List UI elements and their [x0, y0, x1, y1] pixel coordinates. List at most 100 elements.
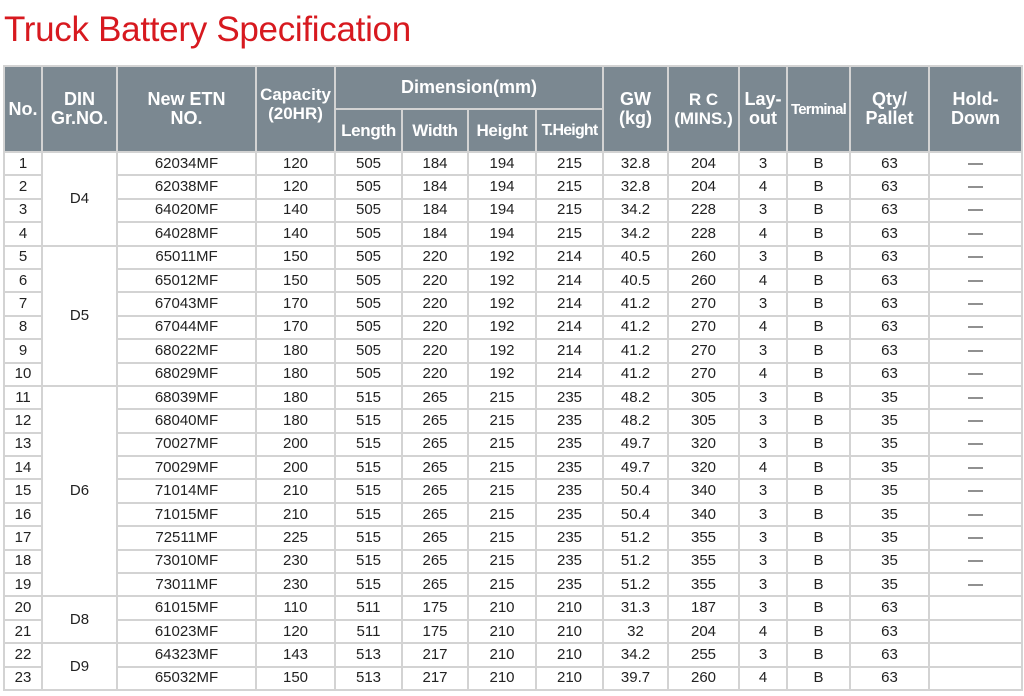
cell-capacity: 210	[255, 501, 336, 528]
cell-gw: 40.5	[602, 267, 670, 294]
cell-layout: 3	[738, 431, 789, 458]
header-etn: New ETN NO.	[116, 65, 257, 153]
cell-rc: 260	[667, 244, 741, 270]
cell-terminal: B	[786, 221, 852, 247]
cell-etn: 68039MF	[116, 384, 257, 411]
cell-layout: 3	[738, 244, 789, 270]
cell-rc: 204	[667, 618, 741, 645]
cell-terminal: B	[786, 665, 852, 692]
cell-holddown: —	[928, 384, 1024, 411]
cell-rc: 270	[667, 361, 741, 387]
cell-qty: 63	[849, 595, 931, 621]
cell-holddown: —	[928, 408, 1024, 434]
table-row: 4 64028MF 140 505 184 194 215 34.2 228 4 B 63—	[3, 221, 1024, 247]
cell-no: 2	[3, 174, 43, 200]
cell-length: 505	[334, 197, 403, 224]
cell-etn: 65012MF	[116, 267, 257, 294]
table-row: 14 70029MF 200 515 265 215 235 49.7 320 4 B 35—	[3, 455, 1024, 481]
cell-width: 184	[401, 150, 469, 177]
table-row: 11 D6 68039MF 180 515 265 215 235 48.2 305 3 B 35—	[3, 384, 1024, 598]
cell-gw: 32.8	[602, 150, 670, 177]
cell-no: 11	[3, 384, 43, 411]
cell-layout: 4	[738, 455, 789, 481]
header-layout-line1: Lay-	[744, 89, 782, 109]
cell-layout: 3	[738, 642, 789, 668]
cell-terminal: B	[786, 197, 852, 224]
cell-holddown: —	[928, 525, 1024, 551]
cell-width: 220	[401, 267, 469, 294]
table-row: 16 71015MF 210 515 265 215 235 50.4 340 3 B 35—	[3, 501, 1024, 528]
cell-terminal: B	[786, 384, 852, 411]
cell-etn: 68029MF	[116, 361, 257, 387]
cell-rc: 260	[667, 665, 741, 692]
cell-capacity: 225	[255, 525, 336, 551]
cell-qty: 35	[849, 455, 931, 481]
cell-capacity: 120	[255, 618, 336, 645]
cell-capacity: 110	[255, 595, 336, 621]
header-rc-line1: R C	[688, 90, 719, 109]
cell-layout: 3	[738, 338, 789, 364]
cell-capacity: 230	[255, 548, 336, 575]
cell-length: 505	[334, 361, 403, 387]
header-din-line2: Gr.NO.	[50, 108, 108, 128]
cell-terminal: B	[786, 572, 852, 598]
cell-no: 13	[3, 431, 43, 458]
cell-no: 1	[3, 150, 43, 177]
cell-qty: 35	[849, 408, 931, 434]
cell-terminal: B	[786, 455, 852, 481]
cell-theight: 214	[534, 338, 605, 364]
cell-layout: 4	[738, 665, 789, 692]
cell-holddown: —	[928, 314, 1024, 341]
cell-capacity: 170	[255, 314, 336, 341]
cell-gw: 41.2	[602, 338, 670, 364]
cell-holddown: —	[928, 197, 1024, 224]
cell-layout: 3	[738, 572, 789, 598]
cell-theight: 235	[534, 525, 605, 551]
cell-length: 515	[334, 548, 403, 575]
cell-qty: 63	[849, 665, 931, 692]
cell-holddown: —	[928, 291, 1024, 317]
cell-terminal: B	[786, 150, 852, 177]
cell-capacity: 200	[255, 455, 336, 481]
cell-rc: 228	[667, 221, 741, 247]
cell-width: 220	[401, 291, 469, 317]
table-row: 7 67043MF 170 505 220 192 214 41.2 270 3 B 63—	[3, 291, 1024, 317]
cell-theight: 214	[534, 244, 605, 270]
cell-terminal: B	[786, 244, 852, 270]
header-width: Width	[401, 108, 469, 153]
header-layout-line2: out	[749, 108, 777, 128]
cell-no: 19	[3, 572, 43, 598]
table-row: 23 65032MF 150 513 217 210 210 39.7 260 4 B 63	[3, 665, 1024, 692]
cell-width: 184	[401, 174, 469, 200]
cell-etn: 68040MF	[116, 408, 257, 434]
cell-capacity: 200	[255, 431, 336, 458]
cell-length: 515	[334, 478, 403, 504]
cell-layout: 4	[738, 267, 789, 294]
cell-theight: 235	[534, 431, 605, 458]
cell-qty: 63	[849, 642, 931, 668]
cell-height: 194	[467, 197, 537, 224]
cell-rc: 260	[667, 267, 741, 294]
cell-theight: 214	[534, 314, 605, 341]
cell-height: 215	[467, 455, 537, 481]
table-row: 12 68040MF 180 515 265 215 235 48.2 305 3 B 35—	[3, 408, 1024, 434]
table-row: 8 67044MF 170 505 220 192 214 41.2 270 4 B 63—	[3, 314, 1024, 341]
cell-rc: 340	[667, 501, 741, 528]
cell-no: 3	[3, 197, 43, 224]
cell-etn: 68022MF	[116, 338, 257, 364]
cell-width: 217	[401, 665, 469, 692]
cell-qty: 63	[849, 221, 931, 247]
cell-width: 265	[401, 431, 469, 458]
cell-layout: 3	[738, 478, 789, 504]
cell-holddown: —	[928, 548, 1024, 575]
table-row: 20 D8 61015MF 110 511 175 210 210 31.3 187 3 B 63	[3, 595, 1024, 645]
cell-theight: 210	[534, 595, 605, 621]
header-holddown: Hold- Down	[928, 65, 1024, 153]
header-holddown-line2: Down	[951, 108, 1001, 128]
cell-height: 210	[467, 618, 537, 645]
cell-terminal: B	[786, 501, 852, 528]
header-capacity-line2: (20HR)	[268, 104, 323, 123]
cell-etn: 70029MF	[116, 455, 257, 481]
header-qty: Qty/Pallet	[849, 65, 931, 153]
header-qty-line1: Qty/	[872, 89, 908, 109]
